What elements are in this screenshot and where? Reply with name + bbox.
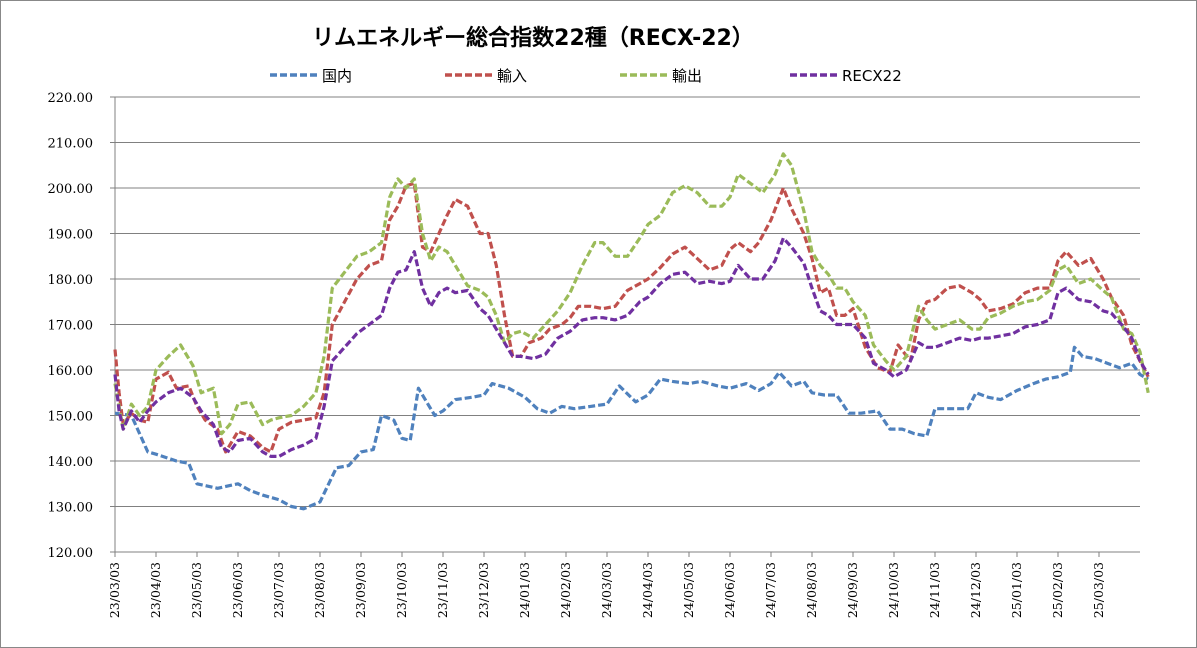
- x-axis-labels: 23/03/03 23/04/03 23/05/03 23/06/03 23/07/03…: [107, 562, 1106, 618]
- series-line-RECX22: [113, 236, 1150, 458]
- x-tick-label: 24/08/03: [804, 562, 819, 618]
- y-tick-label: 140.00: [48, 455, 94, 470]
- x-tick-label: 24/06/03: [722, 562, 737, 618]
- x-tick-label: 23/05/03: [189, 562, 204, 618]
- y-axis-labels: 120.00 130.00 140.00 150.00 160.00 170.00 180.…: [48, 91, 94, 561]
- y-tick-label: 150.00: [48, 410, 94, 425]
- x-tick-label: 24/01/03: [517, 562, 532, 618]
- x-tick-label: 23/12/03: [476, 562, 491, 618]
- x-tick-label: 25/02/03: [1050, 562, 1065, 618]
- x-tick-label: 23/06/03: [230, 562, 245, 618]
- x-tick-label: 23/03/03: [107, 562, 122, 618]
- y-tick-label: 120.00: [48, 546, 94, 561]
- x-tick-label: 24/10/03: [886, 562, 901, 618]
- y-tick-label: 190.00: [48, 228, 94, 243]
- x-tick-label: 23/08/03: [312, 562, 327, 618]
- chart-title: リムエネルギー総合指数22種（RECX-22）: [312, 26, 754, 51]
- y-tick-label: 180.00: [48, 273, 94, 288]
- x-tick-label: 24/09/03: [845, 562, 860, 618]
- series-line-輸出: [113, 152, 1150, 436]
- axes: [114, 97, 1140, 557]
- series-lines: [113, 152, 1150, 511]
- legend-label: 輸出: [672, 67, 702, 85]
- y-tick-label: 220.00: [48, 91, 94, 106]
- legend-label: 国内: [322, 67, 352, 85]
- y-tick-label: 200.00: [48, 182, 94, 197]
- legend: 国内 輸入 輸出 RECX22: [270, 67, 902, 85]
- series-line-輸入: [113, 181, 1150, 454]
- x-tick-label: 24/12/03: [968, 562, 983, 618]
- x-tick-label: 24/05/03: [681, 562, 696, 618]
- gridlines: [110, 96, 1140, 553]
- legend-label: RECX22: [842, 67, 902, 85]
- x-tick-label: 24/03/03: [599, 562, 614, 618]
- legend-label: 輸入: [497, 67, 527, 85]
- x-tick-label: 23/10/03: [394, 562, 409, 618]
- x-tick-label: 25/01/03: [1009, 562, 1024, 618]
- x-tick-label: 23/07/03: [271, 562, 286, 618]
- x-tick-label: 23/09/03: [353, 562, 368, 618]
- x-tick-label: 24/07/03: [763, 562, 778, 618]
- x-tick-label: 25/03/03: [1091, 562, 1106, 618]
- series-line-国内: [114, 345, 1149, 511]
- x-tick-label: 23/11/03: [435, 562, 450, 618]
- y-tick-label: 160.00: [48, 364, 94, 379]
- y-tick-label: 130.00: [48, 501, 94, 516]
- x-tick-label: 23/04/03: [148, 562, 163, 618]
- x-tick-label: 24/04/03: [640, 562, 655, 618]
- y-tick-label: 210.00: [48, 137, 94, 152]
- x-tick-label: 24/02/03: [558, 562, 573, 618]
- y-tick-label: 170.00: [48, 319, 94, 334]
- x-tick-label: 24/11/03: [927, 562, 942, 618]
